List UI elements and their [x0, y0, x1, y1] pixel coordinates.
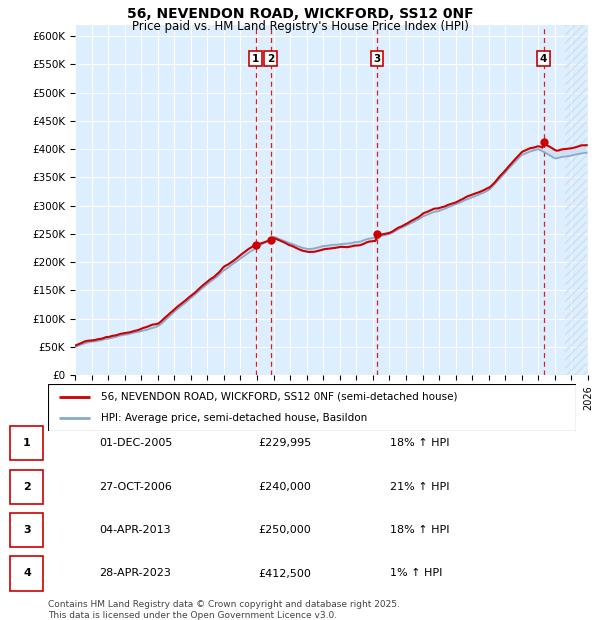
Text: 21% ↑ HPI: 21% ↑ HPI — [390, 482, 449, 492]
Text: £240,000: £240,000 — [258, 482, 311, 492]
Text: 2: 2 — [23, 482, 31, 492]
Text: £250,000: £250,000 — [258, 525, 311, 535]
Text: 4: 4 — [540, 54, 547, 64]
Text: 1: 1 — [252, 54, 259, 64]
Text: Price paid vs. HM Land Registry's House Price Index (HPI): Price paid vs. HM Land Registry's House … — [131, 20, 469, 33]
Text: Contains HM Land Registry data © Crown copyright and database right 2025.
This d: Contains HM Land Registry data © Crown c… — [48, 600, 400, 619]
Text: 1: 1 — [23, 438, 31, 448]
Text: 28-APR-2023: 28-APR-2023 — [99, 569, 171, 578]
Text: 18% ↑ HPI: 18% ↑ HPI — [390, 438, 449, 448]
Text: HPI: Average price, semi-detached house, Basildon: HPI: Average price, semi-detached house,… — [101, 414, 367, 423]
Text: £412,500: £412,500 — [258, 569, 311, 578]
Text: 04-APR-2013: 04-APR-2013 — [99, 525, 170, 535]
Text: 3: 3 — [373, 54, 380, 64]
Text: 56, NEVENDON ROAD, WICKFORD, SS12 0NF: 56, NEVENDON ROAD, WICKFORD, SS12 0NF — [127, 7, 473, 22]
Text: 1% ↑ HPI: 1% ↑ HPI — [390, 569, 442, 578]
Text: 56, NEVENDON ROAD, WICKFORD, SS12 0NF (semi-detached house): 56, NEVENDON ROAD, WICKFORD, SS12 0NF (s… — [101, 392, 457, 402]
Text: 27-OCT-2006: 27-OCT-2006 — [99, 482, 172, 492]
Text: 18% ↑ HPI: 18% ↑ HPI — [390, 525, 449, 535]
Text: 01-DEC-2005: 01-DEC-2005 — [99, 438, 172, 448]
Text: 3: 3 — [23, 525, 31, 535]
Text: £229,995: £229,995 — [258, 438, 311, 448]
Text: 2: 2 — [267, 54, 274, 64]
Text: 4: 4 — [23, 569, 31, 578]
